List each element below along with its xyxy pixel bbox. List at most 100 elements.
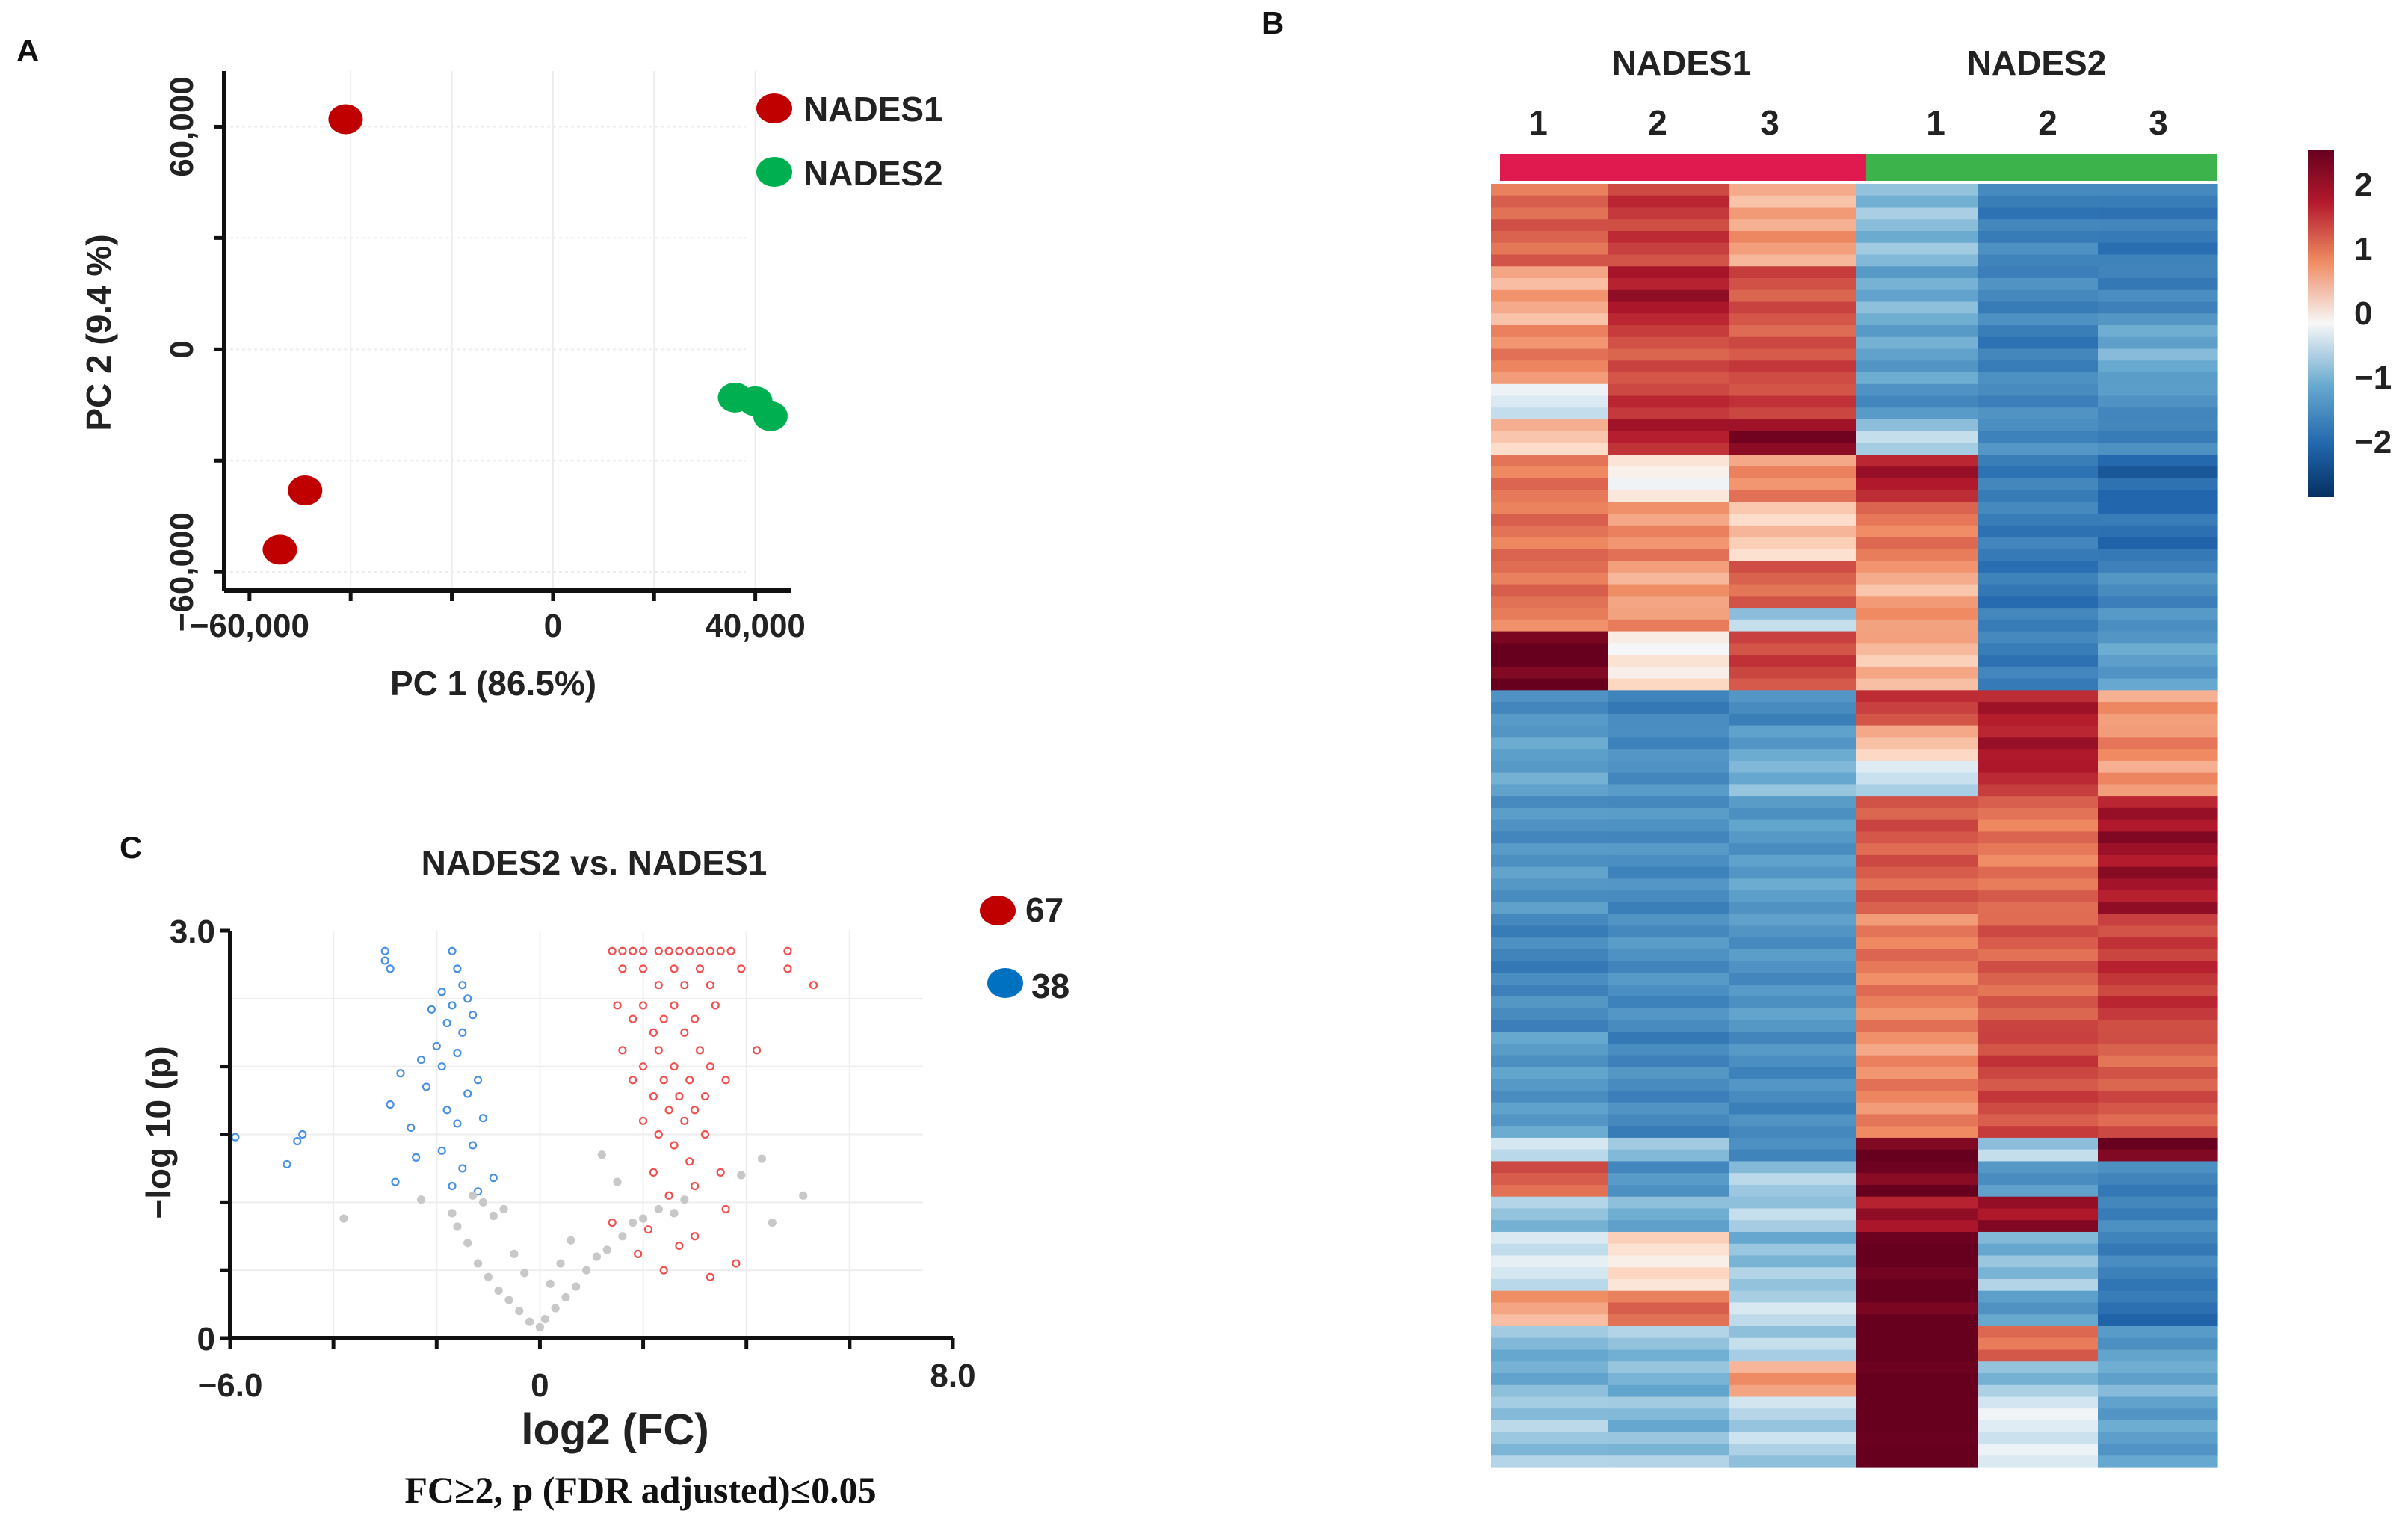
heatmap-cell [2098, 525, 2218, 538]
heatmap-cell [1978, 772, 2099, 785]
heatmap-cell [1491, 737, 1609, 750]
heatmap-cell [1856, 596, 1978, 609]
heatmap-cell [1856, 572, 1978, 585]
heatmap-cell [1729, 431, 1857, 444]
heatmap-cell [1856, 737, 1978, 750]
heatmap-cell [1491, 231, 1609, 244]
heatmap-cell [1491, 325, 1609, 338]
heatmap-cell [1978, 1325, 2099, 1339]
heatmap-cell [1729, 1337, 1857, 1351]
heatmap-cell [1856, 985, 1978, 997]
heatmap-cell [1856, 1126, 1978, 1139]
heatmap-cell [1856, 278, 1978, 291]
heatmap-cell [1729, 549, 1857, 561]
heatmap-cell [1978, 702, 2099, 715]
heatmap-cell [1978, 443, 2099, 455]
heatmap-cell [1608, 619, 1729, 632]
volcano-point-up [706, 1272, 714, 1281]
heatmap-cell [1491, 796, 1609, 809]
heatmap-cell [1491, 1114, 1609, 1127]
volcano-point-up [670, 1001, 679, 1010]
panel-c-letter: C [120, 830, 142, 865]
heatmap-cell [1978, 760, 2099, 774]
heatmap-cell [1491, 1396, 1609, 1409]
heatmap-cell [1608, 1325, 1729, 1339]
volcano-point-up [685, 1076, 694, 1085]
heatmap-cell [1608, 360, 1729, 373]
heatmap-cell [1491, 725, 1609, 738]
heatmap-cell [1856, 561, 1978, 573]
heatmap-cell [2098, 1278, 2218, 1292]
heatmap-cell [1491, 1126, 1609, 1139]
heatmap-sample-label: 1 [1926, 103, 1945, 142]
heatmap-cell [1729, 725, 1857, 738]
heatmap-cell [1608, 1184, 1729, 1198]
pca-y-tick-label: −60,000 [164, 512, 200, 632]
heatmap-cell [1856, 854, 1978, 868]
volcano-point-ns [478, 1198, 488, 1207]
heatmap-cell [1978, 690, 2099, 703]
heatmap-cell [1729, 1267, 1857, 1280]
heatmap-cell [1729, 466, 1857, 479]
heatmap-cell [1491, 937, 1609, 950]
volcano-point-up [700, 1092, 710, 1101]
volcano-point-down [458, 981, 467, 990]
heatmap-cell [1729, 561, 1857, 573]
heatmap-cell [2098, 596, 2218, 609]
heatmap-sample-label: 2 [2038, 103, 2057, 142]
heatmap-cell [2098, 1137, 2218, 1150]
heatmap-cell [1856, 325, 1978, 338]
heatmap-group-nades1: NADES1 [1612, 43, 1752, 82]
heatmap-cell [1978, 1396, 2099, 1409]
heatmap-sample-label: 3 [2149, 103, 2168, 142]
heatmap-cell [1491, 831, 1609, 844]
heatmap-cell [1729, 537, 1857, 549]
heatmap-cell [1608, 725, 1729, 738]
volcano-point-up [737, 964, 746, 973]
heatmap-cell [1729, 266, 1857, 279]
heatmap-cell [2098, 407, 2218, 420]
volcano-point-down [448, 946, 457, 955]
heatmap-cell [1978, 843, 2099, 856]
heatmap-cell [2098, 902, 2218, 915]
heatmap-cell [1608, 348, 1729, 361]
heatmap-cell [1856, 231, 1978, 244]
volcano-point-up [695, 964, 705, 973]
heatmap-cell [2098, 655, 2218, 668]
heatmap-cell [1608, 1408, 1729, 1421]
heatmap-cell [1978, 525, 2099, 538]
heatmap-cell [2098, 914, 2218, 926]
heatmap-cell [2098, 478, 2218, 491]
pca-point-nades1 [262, 534, 297, 565]
heatmap-cell [1978, 866, 2099, 879]
heatmap-cell [1491, 1208, 1609, 1221]
volcano-point-up [618, 964, 627, 973]
heatmap-cell [1608, 760, 1729, 774]
legend-nades2-marker [756, 157, 792, 187]
heatmap-cell [1856, 478, 1978, 491]
heatmap-cell [1608, 937, 1729, 950]
heatmap-cell [2098, 1067, 2218, 1079]
volcano-point-up [783, 964, 792, 973]
heatmap-cell [1729, 525, 1857, 538]
heatmap-cell [1608, 572, 1729, 585]
volcano-point-up [608, 1218, 617, 1227]
heatmap-cell [1856, 819, 1978, 832]
heatmap-cell [1978, 1420, 2099, 1433]
heatmap-cell [1978, 807, 2099, 821]
heatmap-cell [1856, 254, 1978, 267]
heatmap-cell [1608, 1196, 1729, 1210]
heatmap-cell [1608, 372, 1729, 385]
volcano-point-ns [567, 1236, 575, 1245]
heatmap-cell [1608, 1420, 1729, 1433]
heatmap-cell [1856, 1325, 1978, 1339]
heatmap-cell [1729, 219, 1857, 232]
volcano-point-down [380, 956, 389, 965]
heatmap-cell [1491, 1432, 1609, 1445]
heatmap-cell [1729, 348, 1857, 361]
volcano-ticks: −6.0 0 8.0 3.0 0 [170, 914, 976, 1404]
heatmap-cell [1729, 949, 1857, 962]
heatmap-cell [1608, 1432, 1729, 1445]
heatmap-cell [1978, 1455, 2099, 1468]
heatmap-cell [1856, 514, 1978, 526]
